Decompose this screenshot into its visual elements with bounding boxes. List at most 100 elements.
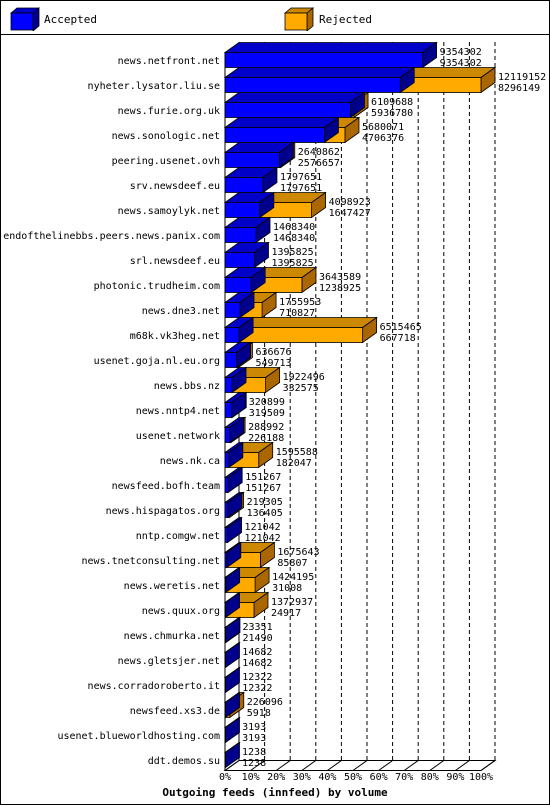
bar-accepted-top <box>223 117 340 128</box>
value-label-accepted: 1395825 <box>271 258 313 269</box>
bar-accepted <box>224 77 401 93</box>
value-label-accepted: 2576657 <box>298 158 340 169</box>
value-label-accepted: 1238925 <box>319 283 361 294</box>
category-label: news.weretis.net <box>124 581 220 592</box>
category-label: news.quux.org <box>142 606 220 617</box>
value-label-offered: 1922496 <box>283 372 325 383</box>
category-label: news.furie.org.uk <box>118 106 220 117</box>
x-tick-label: 100% <box>469 772 493 783</box>
value-label-offered: 6109688 <box>371 97 413 108</box>
bar-accepted <box>224 702 226 718</box>
category-label: news.sonologic.net <box>112 131 220 142</box>
x-tick-label: 40% <box>318 772 336 783</box>
category-label: news.hispagatos.org <box>106 506 220 517</box>
x-tick-label: 10% <box>242 772 260 783</box>
bar-accepted <box>224 602 226 618</box>
x-tick-label: 30% <box>293 772 311 783</box>
value-label-accepted: 319509 <box>249 408 285 419</box>
category-label: peering.usenet.ovh <box>112 156 220 167</box>
category-label: newsfeed.bofh.team <box>112 481 220 492</box>
floor-tick-50 <box>352 760 368 771</box>
x-tick-label: 70% <box>395 772 413 783</box>
bar-rejected-top <box>237 317 378 328</box>
bar-accepted <box>224 52 423 68</box>
value-label-accepted: 5918 <box>247 708 271 719</box>
value-label-accepted: 31008 <box>272 583 302 594</box>
floor-tick-60 <box>378 760 393 771</box>
category-label: newsfeed.xs3.de <box>130 706 220 717</box>
legend-swatch-rejected <box>284 7 314 31</box>
category-label: srv.newsdeef.eu <box>130 181 220 192</box>
value-label-offered: 219305 <box>247 497 283 508</box>
bar-accepted <box>224 227 257 243</box>
value-label-accepted: 1468340 <box>273 233 315 244</box>
value-label-offered: 320899 <box>249 397 285 408</box>
category-label: news.netfront.net <box>118 56 220 67</box>
value-label-accepted: 3193 <box>242 733 266 744</box>
value-label-accepted: 1797651 <box>280 183 322 194</box>
bar-accepted <box>224 302 241 318</box>
value-label-offered: 288992 <box>248 422 284 433</box>
value-label-offered: 1797651 <box>280 172 322 183</box>
value-label-accepted: 667718 <box>380 333 416 344</box>
value-label-accepted: 121042 <box>245 533 281 544</box>
value-label-offered: 226096 <box>247 697 283 708</box>
value-label-accepted: 226188 <box>248 433 284 444</box>
bar-accepted-side <box>225 716 240 744</box>
category-label: usenet.network <box>136 431 220 442</box>
floor-tick-20 <box>275 760 291 771</box>
value-label-offered: 2640862 <box>298 147 340 158</box>
value-label-accepted: 136405 <box>247 508 283 519</box>
category-label: news.bbs.nz <box>154 381 220 392</box>
bar-accepted <box>224 152 280 168</box>
bar-accepted <box>224 452 230 468</box>
category-label: news.chmurka.net <box>124 631 220 642</box>
value-label-accepted: 182047 <box>276 458 312 469</box>
category-label: news.nntp4.net <box>136 406 220 417</box>
chart-title: Outgoing feeds (innfeed) by volume <box>162 786 388 799</box>
value-label-offered: 12322 <box>242 672 272 683</box>
floor-tick-100 <box>480 760 496 771</box>
category-label: ddt.demos.su <box>148 756 220 767</box>
floor-tick-0 <box>224 760 240 771</box>
value-label-offered: 14682 <box>242 647 272 658</box>
value-label-accepted: 1647427 <box>329 208 371 219</box>
value-label-offered: 1395825 <box>271 247 313 258</box>
value-label-accepted: 14682 <box>242 658 272 669</box>
bar-accepted-top <box>223 92 366 103</box>
value-label-accepted: 4706376 <box>362 133 404 144</box>
category-label: news.tnetconsulting.net <box>82 556 220 567</box>
bar-accepted <box>224 652 226 668</box>
x-tick-label: 60% <box>370 772 388 783</box>
bar-accepted <box>224 527 228 543</box>
value-label-accepted: 21490 <box>242 633 272 644</box>
bar-accepted <box>224 177 264 193</box>
value-label-offered: 121042 <box>245 522 281 533</box>
floor-tick-80 <box>429 760 445 771</box>
legend-label-accepted: Accepted <box>44 13 97 26</box>
floor-tick-30 <box>301 760 317 771</box>
bar-accepted <box>224 577 227 593</box>
bar-rejected <box>238 327 364 343</box>
bar-accepted <box>224 677 226 693</box>
value-label-offered: 1675643 <box>277 547 319 558</box>
bar-accepted <box>224 377 233 393</box>
bar-accepted <box>224 277 252 293</box>
bar-accepted-top <box>223 67 416 78</box>
value-label-accepted: 151267 <box>245 483 281 494</box>
bar-accepted-side <box>225 616 240 644</box>
bar-accepted <box>224 102 351 118</box>
bar-accepted <box>224 477 229 493</box>
value-label-accepted: 24917 <box>271 608 301 619</box>
bar-accepted <box>224 402 233 418</box>
value-label-offered: 6515465 <box>380 322 422 333</box>
x-tick-label: 80% <box>421 772 439 783</box>
legend-swatch-accepted <box>10 7 40 31</box>
value-label-accepted: 85807 <box>277 558 307 569</box>
x-tick-label: 20% <box>267 772 285 783</box>
value-label-offered: 1424195 <box>272 572 314 583</box>
floor-tick-70 <box>403 760 419 771</box>
value-label-offered: 12119152 <box>498 72 546 83</box>
value-label-accepted: 9354302 <box>440 58 482 69</box>
